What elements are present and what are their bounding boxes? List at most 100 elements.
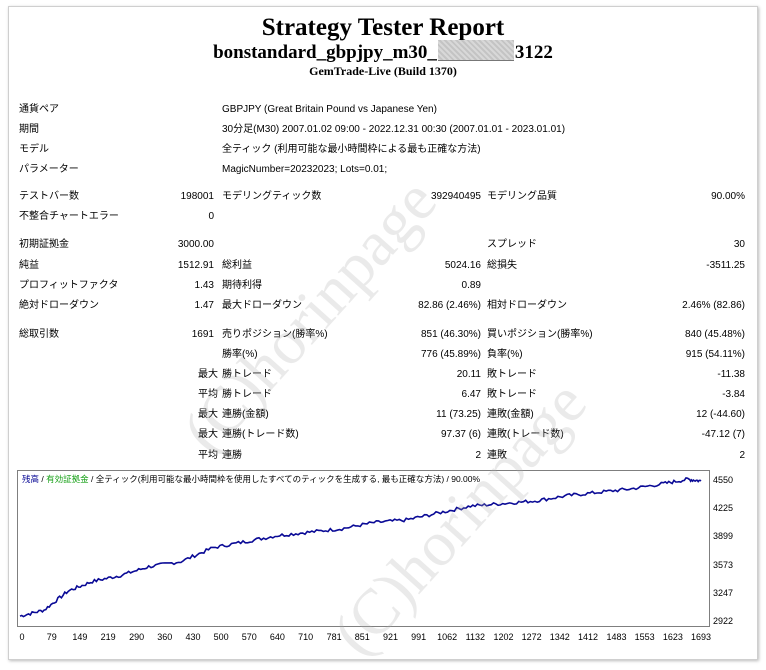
info-label: 通貨ペア [19,104,59,115]
stat-qualifier: 最大 [198,409,218,420]
x-tick-label: 781 [326,632,342,642]
ea-name-prefix: bonstandard_gbpjpy_m30_ [213,42,437,63]
x-tick-label: 570 [241,632,257,642]
x-tick-label: 1553 [634,632,655,642]
x-tick-label: 149 [72,632,88,642]
stat-value: 20.11 [456,369,481,380]
y-tick-label: 3573 [713,559,734,570]
info-value: 全ティック (利用可能な最小時間枠による最も正確な方法) [222,144,481,155]
stat-qualifier: 最大 [198,429,218,440]
stat-value: 198001 [180,191,214,202]
y-tick-label: 4225 [713,503,734,514]
balance-chart: 残高 / 有効証拠金 / 全ティック(利用可能な最小時間枠を使用したすべてのティ… [17,470,710,627]
info-label: モデル [19,144,49,155]
stat-label: 総取引数 [19,329,59,340]
stat-value: 30 [733,239,745,250]
x-tick-label: 1623 [662,632,683,642]
stat-label: 最大ドローダウン [222,300,302,311]
x-tick-label: 991 [411,632,427,642]
x-tick-label: 219 [100,632,116,642]
stat-label: プロフィットファクタ [19,280,119,291]
stat-label: 敗トレード [487,369,537,380]
build-info: GemTrade-Live (Build 1370) [309,64,457,78]
stat-label: 買いポジション(勝率%) [487,329,593,340]
stat-label: テストバー数 [19,191,79,202]
y-tick-label: 3899 [713,531,734,542]
info-value: MagicNumber=20232023; Lots=0.01; [222,164,388,175]
stat-label: 連敗 [487,450,507,461]
stat-value: 1.47 [194,300,214,311]
stat-value: -3511.25 [706,260,745,271]
x-tick-label: 1062 [437,632,458,642]
legend-model-info: / 全ティック(利用可能な最小時間枠を使用したすべてのティックを生成する, 最も… [88,474,481,484]
x-tick-label: 1412 [577,632,598,642]
x-tick-label: 1132 [465,632,486,642]
stat-label: 期待利得 [222,280,262,291]
stat-value: 90.00% [711,191,745,202]
stat-value: 11 (73.25) [436,409,481,420]
stat-value: 392940495 [430,191,481,202]
ea-name-suffix: 3122 [514,42,553,63]
stat-value: 851 (46.30%) [420,329,481,340]
x-tick-label: 1693 [690,632,712,642]
y-tick-label: 4550 [713,475,734,485]
stat-value: 1691 [191,329,214,340]
stat-value: 840 (45.48%) [684,329,745,340]
stat-value: 2.46% (82.86) [682,300,745,311]
stat-label: 連敗(トレード数) [487,429,564,440]
chart-plot [19,477,702,618]
balance-line [19,477,702,618]
stat-value: 2 [475,450,481,461]
redacted-block [437,40,514,61]
stat-value: 0 [208,211,214,222]
stat-label: 総損失 [487,260,517,271]
x-tick-label: 1342 [549,632,570,642]
stat-label: 勝トレード [222,389,272,400]
stat-label: 連勝(トレード数) [222,429,299,440]
stat-value: 97.37 (6) [440,429,481,440]
x-tick-label: 1483 [606,632,627,642]
stat-label: 敗トレード [487,389,537,400]
y-tick-label: 3247 [713,587,734,598]
stat-value: 1512.91 [177,260,214,271]
chart-legend: 残高 / 有効証拠金 / 全ティック(利用可能な最小時間枠を使用したすべてのティ… [22,473,480,485]
x-tick-label: 1202 [493,632,514,642]
stat-label: 連敗(金額) [487,409,534,420]
stat-value: 5024.16 [444,260,481,271]
stat-value: 776 (45.89%) [420,349,481,360]
stat-value: 2 [739,450,745,461]
stat-qualifier: 最大 [198,369,218,380]
legend-funds: 有効証拠金 [46,474,89,484]
x-tick-label: 500 [213,632,229,642]
stat-label: 連勝 [222,450,242,461]
x-tick-label: 0 [19,632,25,642]
stat-label: 勝トレード [222,369,272,380]
x-tick-label: 1272 [521,632,542,642]
stat-value: 82.86 (2.46%) [418,300,481,311]
y-tick-label: 2922 [713,616,734,626]
stat-value: -47.12 (7) [701,429,745,440]
x-tick-label: 79 [46,632,57,642]
stat-label: モデリング品質 [487,191,557,202]
x-tick-label: 430 [185,632,201,642]
stat-label: 勝率(%) [222,349,258,360]
stat-value: -3.84 [722,389,745,400]
stat-value: 1.43 [194,280,214,291]
report-title: Strategy Tester Report [261,14,505,41]
stat-value: -11.38 [717,369,745,380]
stat-value: 0.89 [461,280,481,291]
stat-label: スプレッド [487,239,537,250]
stat-label: 売りポジション(勝率%) [222,329,328,340]
legend-balance: 残高 [22,474,40,484]
stat-label: 総利益 [222,260,252,271]
stat-label: モデリングティック数 [222,191,322,202]
x-tick-label: 640 [269,632,285,642]
stat-label: 不整合チャートエラー [19,211,119,222]
x-tick-label: 851 [354,632,370,642]
x-tick-label: 921 [382,632,398,642]
x-tick-label: 360 [157,632,173,642]
stat-value: 3000.00 [177,239,214,250]
x-tick-label: 290 [129,632,145,642]
info-label: 期間 [19,124,39,135]
stat-qualifier: 平均 [198,389,218,400]
